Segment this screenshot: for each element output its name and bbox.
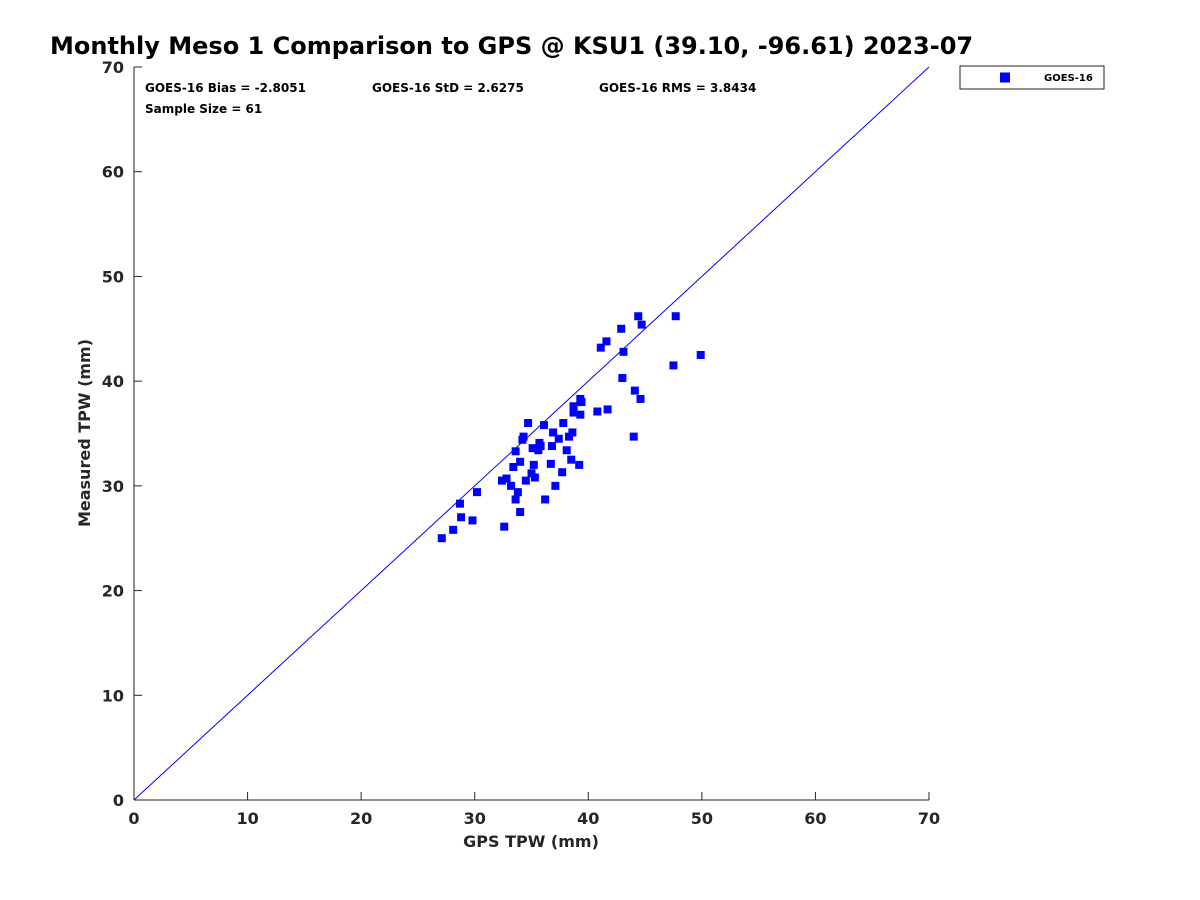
data-point xyxy=(593,407,602,416)
data-point xyxy=(576,410,585,419)
data-point xyxy=(455,499,464,508)
data-point xyxy=(602,337,611,346)
data-point xyxy=(547,442,556,451)
data-point xyxy=(634,312,643,321)
legend: GOES-16 xyxy=(959,65,1105,90)
data-point xyxy=(554,434,563,443)
one-to-one-line xyxy=(133,66,930,801)
y-tick-label: 10 xyxy=(102,686,124,705)
data-point xyxy=(516,508,525,517)
data-point xyxy=(564,432,573,441)
data-point xyxy=(567,455,576,464)
data-point xyxy=(449,525,458,534)
data-point xyxy=(568,428,577,437)
x-tick-label: 20 xyxy=(350,809,372,828)
y-tick-label: 40 xyxy=(102,372,124,391)
y-tick-label: 20 xyxy=(102,582,124,601)
data-point xyxy=(696,350,705,359)
data-point xyxy=(569,408,578,417)
data-point xyxy=(524,419,533,428)
data-point xyxy=(513,488,522,497)
data-point xyxy=(437,534,446,543)
y-tick-label: 50 xyxy=(102,267,124,286)
sample-size-annotation: Sample Size = 61 xyxy=(145,102,262,116)
legend-label: GOES-16 xyxy=(1044,73,1093,84)
std-annotation: GOES-16 StD = 2.6275 xyxy=(372,81,524,95)
data-point xyxy=(497,476,506,485)
y-tick-label: 30 xyxy=(102,477,124,496)
data-point xyxy=(596,343,605,352)
data-point xyxy=(527,469,536,478)
y-tick-label: 0 xyxy=(113,791,124,810)
scatter-points xyxy=(437,312,705,543)
data-point xyxy=(562,446,571,455)
bias-annotation: GOES-16 Bias = -2.8051 xyxy=(145,81,306,95)
legend-box xyxy=(959,65,1105,90)
data-point xyxy=(551,481,560,490)
y-tick-label: 60 xyxy=(102,163,124,182)
data-point xyxy=(511,447,520,456)
data-point xyxy=(603,405,612,414)
data-point xyxy=(529,460,538,469)
data-point xyxy=(539,421,548,430)
data-point xyxy=(511,495,520,504)
x-tick-label: 40 xyxy=(577,809,599,828)
data-point xyxy=(577,398,586,407)
legend-marker xyxy=(1000,72,1010,83)
data-point xyxy=(546,459,555,468)
data-point xyxy=(536,442,545,451)
data-point xyxy=(569,402,578,411)
data-point xyxy=(637,320,646,329)
x-tick-label: 10 xyxy=(236,809,258,828)
data-point xyxy=(549,428,558,437)
chart-title: Monthly Meso 1 Comparison to GPS @ KSU1 … xyxy=(50,32,973,60)
data-point xyxy=(507,481,516,490)
rms-annotation: GOES-16 RMS = 3.8434 xyxy=(599,81,756,95)
data-point xyxy=(457,513,466,522)
data-point xyxy=(500,522,509,531)
data-point xyxy=(559,419,568,428)
data-point xyxy=(671,312,680,321)
data-point xyxy=(630,386,639,395)
data-point xyxy=(530,473,539,482)
x-axis-ticks: 0 10 20 30 40 50 60 70 xyxy=(128,792,940,828)
data-point xyxy=(618,374,627,383)
y-axis-ticks: 0 10 20 30 40 50 60 70 xyxy=(102,58,142,810)
data-point xyxy=(669,361,678,370)
data-point xyxy=(534,446,543,455)
y-tick-label: 70 xyxy=(102,58,124,77)
data-point xyxy=(468,516,477,525)
data-point xyxy=(516,457,525,466)
data-point xyxy=(558,468,567,477)
data-point xyxy=(617,324,626,333)
x-axis-label: GPS TPW (mm) xyxy=(463,832,599,851)
x-tick-label: 70 xyxy=(918,809,940,828)
y-axis-label: Measured TPW (mm) xyxy=(75,339,94,527)
data-point xyxy=(528,444,537,453)
data-point xyxy=(541,495,550,504)
x-tick-label: 30 xyxy=(464,809,486,828)
data-point xyxy=(575,460,584,469)
data-point xyxy=(509,463,518,472)
data-point xyxy=(472,488,481,497)
data-point xyxy=(619,347,628,356)
data-point xyxy=(636,394,645,403)
data-point xyxy=(502,474,511,483)
x-tick-label: 50 xyxy=(691,809,713,828)
data-point xyxy=(629,432,638,441)
reference-line-group xyxy=(133,66,930,801)
data-point xyxy=(519,432,528,441)
data-point xyxy=(521,476,530,485)
x-tick-label: 60 xyxy=(804,809,826,828)
x-tick-label: 0 xyxy=(128,809,139,828)
